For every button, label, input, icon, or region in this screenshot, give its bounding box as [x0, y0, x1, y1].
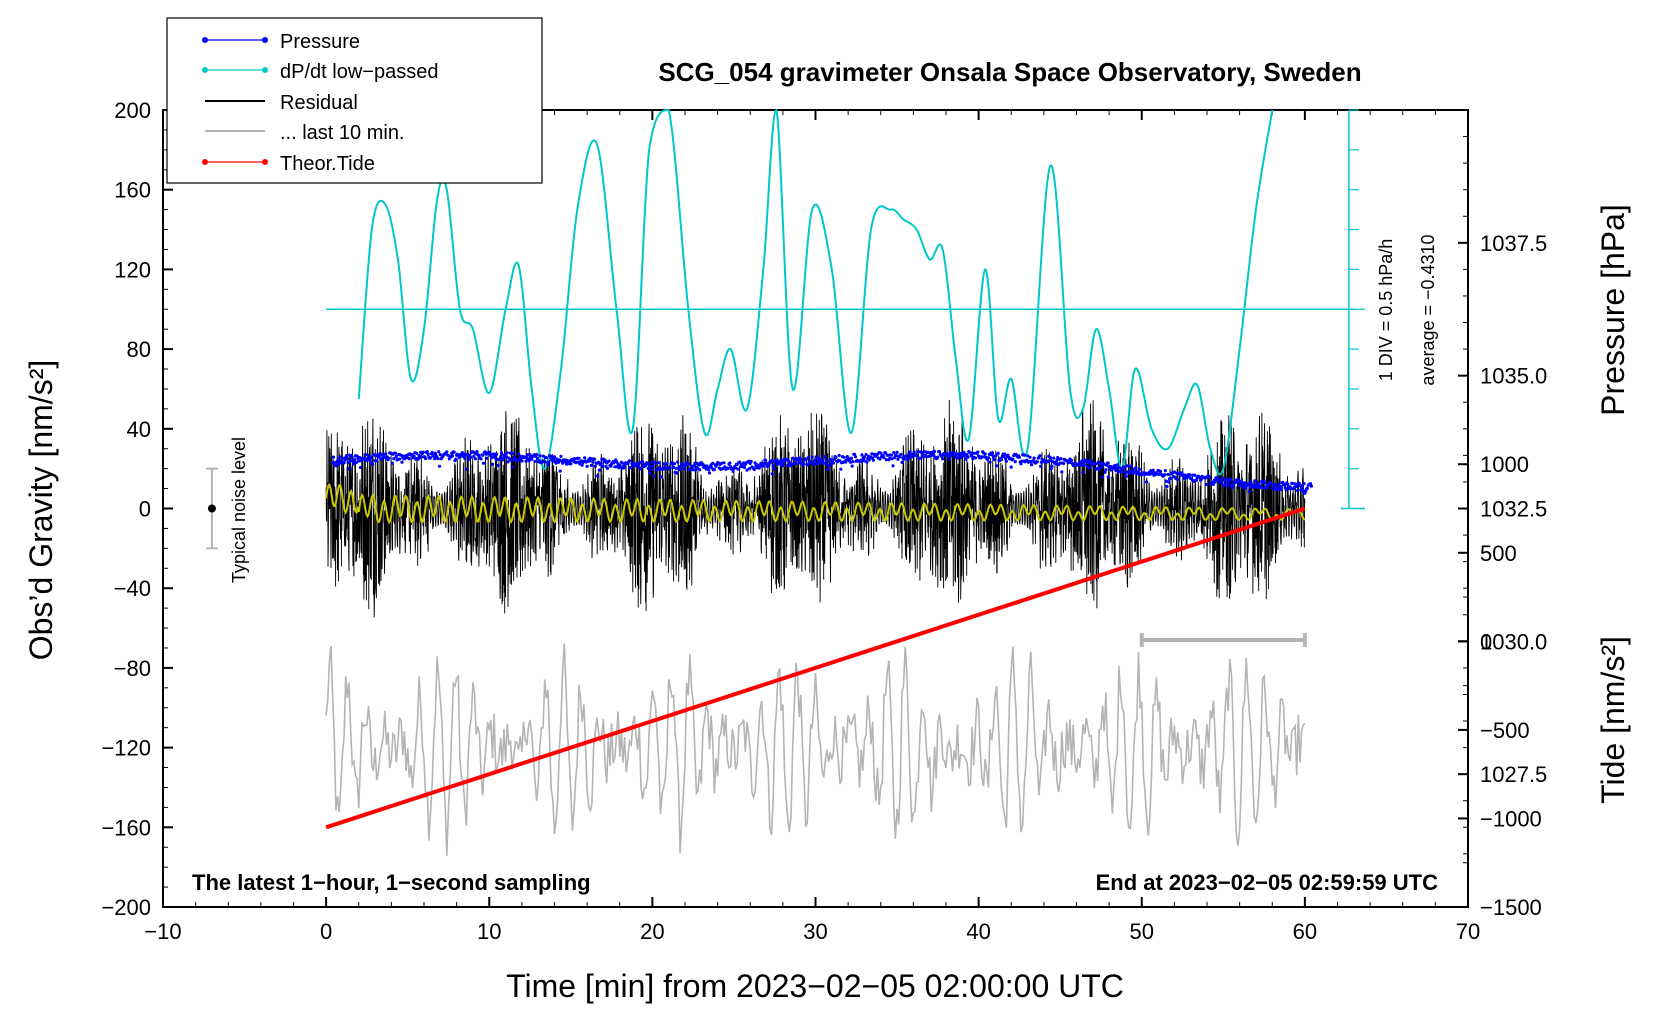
y-axis-label-left: Obs’d Gravity [nm/s²]	[23, 360, 59, 661]
dpdt-line	[357, 108, 1274, 476]
pressure-tick-label: 1030.0	[1480, 629, 1547, 654]
tide-tick-label: −1000	[1480, 806, 1542, 831]
tide-tick-label: 500	[1480, 541, 1517, 566]
legend-item-dpdt: dP/dt low−passed	[202, 61, 438, 83]
noise-center-dot	[207, 504, 216, 513]
pressure-tick-label: 1027.5	[1480, 762, 1547, 787]
theor-tide-line	[325, 506, 1306, 830]
y-tick-label: 200	[114, 98, 151, 123]
y-tick-label: 0	[139, 497, 151, 522]
series-theor-tide	[325, 506, 1306, 830]
residual-line	[325, 400, 1306, 618]
y-tick-label: −80	[114, 656, 151, 681]
y-tick-label: 160	[114, 178, 151, 203]
y-tick-label: −200	[101, 895, 151, 920]
x-tick-label: 70	[1456, 919, 1480, 944]
series-residual-smoothed	[325, 483, 1306, 525]
tide-tick-label: −1500	[1480, 895, 1542, 920]
last10-line	[325, 643, 1306, 856]
legend-label-pressure: Pressure	[280, 31, 360, 53]
legend-label-tide: Theor.Tide	[280, 153, 375, 175]
legend-item-tide: Theor.Tide	[202, 153, 375, 175]
dpdt-average-text: average = −0.4310	[1418, 234, 1438, 385]
legend-label-last10: ... last 10 min.	[280, 122, 405, 144]
pressure-dots	[331, 449, 1313, 495]
pressure-tick-label: 1032.5	[1480, 497, 1547, 522]
footer-left: The latest 1−hour, 1−second sampling	[192, 870, 591, 895]
legend-label-dpdt: dP/dt low−passed	[280, 61, 438, 83]
pressure-tick-label: 1035.0	[1480, 364, 1547, 389]
footer-right: End at 2023−02−05 02:59:59 UTC	[1096, 870, 1439, 895]
x-axis-label: Time [min] from 2023−02−05 02:00:00 UTC	[506, 968, 1124, 1004]
chart-title: SCG_054 gravimeter Onsala Space Observat…	[658, 57, 1361, 87]
x-axis-ticks: −10 0 10 20 30 40 50 60 70	[144, 110, 1480, 944]
y-tick-label: −160	[101, 815, 151, 840]
legend-item-residual: Residual	[205, 92, 358, 114]
y-tick-label: −40	[114, 576, 151, 601]
y-axis-ticks-left: 200 160 120 80 40 0 −40 −80 −120 −160 −200	[101, 98, 173, 920]
legend: Pressure dP/dt low−passed Residual ... l…	[166, 17, 543, 184]
x-tick-label: 50	[1130, 919, 1154, 944]
series-pressure	[331, 449, 1313, 495]
legend-label-residual: Residual	[280, 92, 358, 114]
series-dpdt-low-passed	[357, 108, 1274, 476]
legend-item-last10: ... last 10 min.	[205, 122, 405, 144]
dpdt-scale-text: 1 DIV = 0.5 hPa/h	[1376, 239, 1396, 382]
noise-level-indicator	[205, 467, 218, 550]
x-tick-label: 30	[803, 919, 827, 944]
x-tick-label: 20	[640, 919, 664, 944]
x-tick-label: 40	[966, 919, 990, 944]
legend-item-pressure: Pressure	[202, 31, 360, 53]
x-tick-label: 60	[1293, 919, 1317, 944]
x-tick-label: 10	[477, 919, 501, 944]
y-axis-ticks-tide: 1000 500 0 −500 −1000 −1500	[1458, 452, 1542, 920]
tide-tick-label: 1000	[1480, 452, 1529, 477]
pressure-tick-label: 1037.5	[1480, 231, 1547, 256]
y-tick-label: −120	[101, 736, 151, 761]
series-residual	[325, 400, 1306, 618]
residual-smoothed-line	[325, 483, 1306, 525]
y-axis-label-pressure: Pressure [hPa]	[1595, 204, 1631, 416]
y-axis-ticks-pressure: 1037.5 1035.0 1032.5 1030.0 1027.5	[1458, 136, 1547, 855]
noise-level-label: Typical noise level	[229, 437, 249, 583]
tide-tick-label: −500	[1480, 718, 1530, 743]
y-tick-label: 120	[114, 257, 151, 282]
y-tick-label: 40	[127, 417, 151, 442]
x-tick-label: 0	[320, 919, 332, 944]
tide-tick-label: 0	[1480, 629, 1492, 654]
series-last-10-min	[325, 643, 1306, 856]
x-tick-label: −10	[144, 919, 181, 944]
last-10-min-range-bar	[1139, 633, 1307, 648]
y-axis-label-tide: Tide [nm/s²]	[1595, 636, 1631, 804]
y-tick-label: 80	[127, 337, 151, 362]
